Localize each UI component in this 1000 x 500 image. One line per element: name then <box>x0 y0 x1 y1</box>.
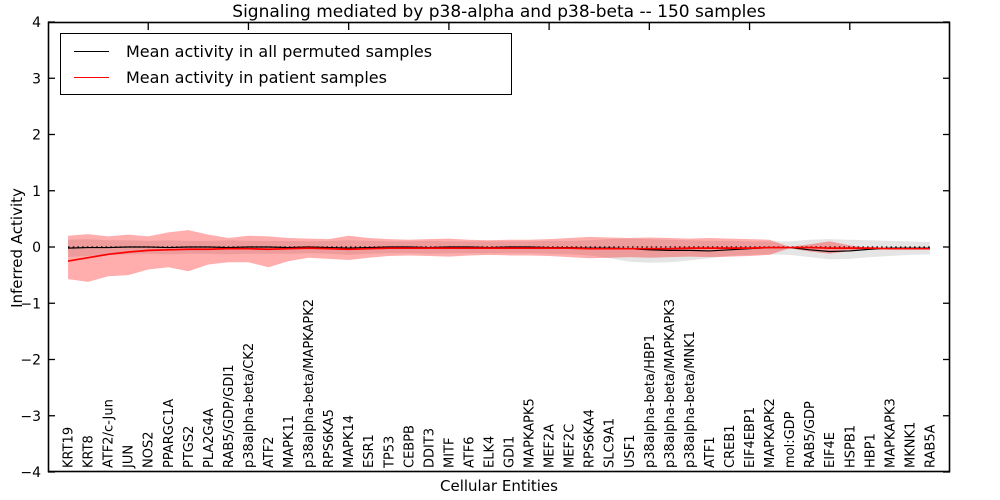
patient-mean-line <box>67 246 930 262</box>
x-tick-label: EIF4EBP1 <box>743 407 758 468</box>
x-tick-label: NOS2 <box>142 432 157 468</box>
x-tick-label: p38alpha-beta/MNK1 <box>683 331 698 468</box>
y-tick-label: 1 <box>32 184 41 200</box>
x-tick-label: KRT8 <box>82 435 97 468</box>
legend-entry-permuted: Mean activity in all permuted samples <box>74 42 511 61</box>
x-tick-label: PLA2G4A <box>202 408 217 468</box>
x-tick-label: ATF1 <box>703 436 718 468</box>
x-tick-label: MKNK1 <box>903 422 918 468</box>
x-tick-label: RPS6KA4 <box>583 409 598 468</box>
x-tick-label: RPS6KA5 <box>322 409 337 468</box>
x-tick-label: RAB5A <box>923 424 938 468</box>
y-tick-label: −1 <box>20 296 41 312</box>
x-tick-label: RAB5/GDP/GDI1 <box>222 365 237 468</box>
x-tick-label: PPARGC1A <box>162 399 177 468</box>
y-tick-label: 0 <box>32 240 41 256</box>
x-tick-label: ATF6 <box>462 436 477 468</box>
x-tick-label: HSPB1 <box>843 425 858 468</box>
y-tick-label: −4 <box>20 465 41 481</box>
x-tick-label: EIF4E <box>823 432 838 468</box>
x-tick-label: MAPK14 <box>342 415 357 468</box>
y-tick-label: −3 <box>20 409 41 425</box>
x-tick-label: RAB5/GDP <box>803 401 818 468</box>
x-tick-label: MEF2A <box>543 424 558 468</box>
patient-std-band <box>68 230 930 282</box>
x-tick-label: GDI1 <box>503 436 518 468</box>
x-tick-label: DDIT3 <box>422 428 437 468</box>
x-tick-label: CREB1 <box>723 424 738 468</box>
x-tick-label: p38alpha-beta/MAPKAPK3 <box>663 299 678 468</box>
x-tick-label: p38alpha-beta/CK2 <box>242 343 257 468</box>
permuted-std-band <box>68 238 930 263</box>
x-tick-label: ATF2 <box>262 436 277 468</box>
permuted-line-swatch <box>74 50 109 52</box>
x-tick-label: p38alpha-beta/MAPKAPK2 <box>302 299 317 468</box>
x-axis-label: Cellular Entities <box>440 477 558 495</box>
x-tick-label: MAPKAPK2 <box>763 398 778 468</box>
legend-label-permuted: Mean activity in all permuted samples <box>126 41 433 61</box>
x-tick-label: MITF <box>442 438 457 468</box>
x-tick-label: CEBPB <box>402 425 417 468</box>
x-tick-label: SLC9A1 <box>603 418 618 468</box>
x-tick-label: JUN <box>122 445 137 469</box>
x-tick-label: MAPKAPK3 <box>883 398 898 468</box>
x-tick-label: USF1 <box>623 434 638 468</box>
x-tick-label: MEF2C <box>563 424 578 468</box>
x-tick-label: PTGS2 <box>182 426 197 468</box>
x-tick-label: p38alpha-beta/HBP1 <box>643 334 658 468</box>
x-tick-label: MAPK11 <box>282 415 297 468</box>
y-tick-label: −2 <box>20 353 41 369</box>
x-tick-label: MAPKAPK5 <box>523 398 538 468</box>
x-tick-label: HBP1 <box>863 433 878 468</box>
y-tick-label: 4 <box>32 15 41 31</box>
x-tick-label: ESR1 <box>362 434 377 468</box>
x-tick-label: mol:GDP <box>783 411 798 468</box>
x-tick-label: TP53 <box>382 436 397 469</box>
patient-line-swatch <box>74 76 109 78</box>
x-tick-label: ELK4 <box>482 436 497 468</box>
legend-label-patient: Mean activity in patient samples <box>126 67 387 87</box>
x-tick-label: ATF2/c-Jun <box>102 399 117 468</box>
chart-title: Signaling mediated by p38-alpha and p38-… <box>232 2 766 22</box>
y-tick-label: 2 <box>32 128 41 144</box>
y-tick-label: 3 <box>32 71 41 87</box>
x-tick-label: KRT19 <box>62 427 77 468</box>
legend-box: Mean activity in all permuted samples Me… <box>60 33 512 95</box>
y-axis-label: Inferred Activity <box>8 188 26 308</box>
legend-entry-patient: Mean activity in patient samples <box>74 68 511 87</box>
